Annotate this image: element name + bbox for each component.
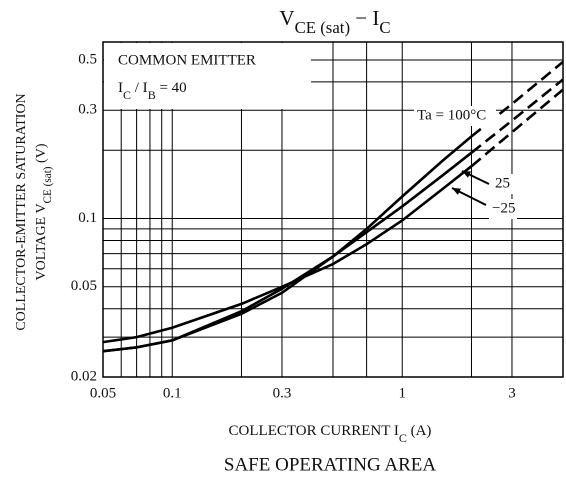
label-bg [414,106,496,126]
x-tick-label: 0.3 [273,385,292,401]
y-tick-label: 0.1 [78,210,97,226]
label-bg [492,174,514,194]
series-line [102,135,473,353]
plot-frame [102,41,564,378]
label-bg [489,199,517,219]
series-line [102,165,473,344]
chart-title: VCE (sat) − IC [279,6,390,38]
series-line-dashed [470,78,564,154]
y-tick-label: 0.02 [71,368,97,384]
x-tick-label: 0.05 [90,385,116,401]
y-axis-label: COLLECTOR-EMITTER SATURATION [14,93,29,330]
x-tick-label: 0.1 [163,385,182,401]
x-axis-label: COLLECTOR CURRENT IC (A) [229,423,432,444]
series-label: −25 [492,200,515,216]
series-line [102,151,473,353]
arrow-head [452,188,461,195]
y-axis-label: VOLTAGE VCE (sat) (V) [34,143,53,280]
y-tick-label: 0.5 [78,51,97,67]
series-line-dashed [470,60,564,138]
arrow-head [462,171,471,178]
annotation: COMMON EMITTER [118,52,256,68]
y-tick-label: 0.3 [78,102,97,118]
series-line-dashed [470,88,564,168]
x-tick-label: 3 [508,385,516,401]
annotation: IC / IB = 40 [118,80,187,101]
footer: SAFE OPERATING AREA [224,454,436,475]
series-label: 25 [495,175,510,191]
annotation-box [104,43,311,109]
series-label: Ta = 100°C [417,107,486,123]
y-tick-label: 0.05 [71,278,97,294]
x-tick-label: 1 [398,385,406,401]
